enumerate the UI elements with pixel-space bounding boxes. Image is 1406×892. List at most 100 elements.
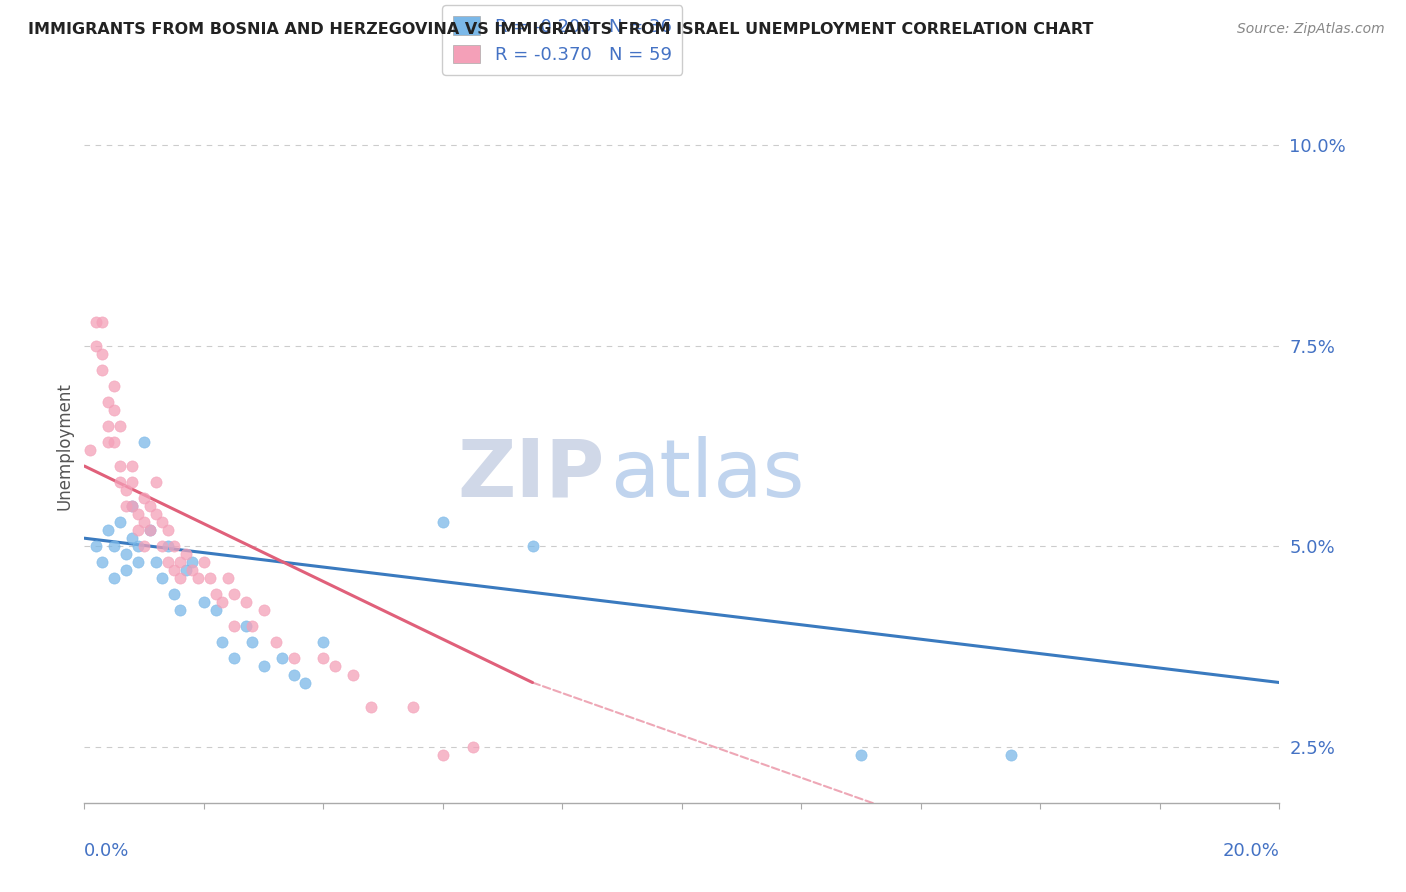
Text: ZIP: ZIP [457, 435, 605, 514]
Point [132, 515, 156, 529]
Point [193, 555, 215, 569]
Point [103, 379, 125, 393]
Point [235, 619, 257, 633]
Point [97, 523, 120, 537]
Point [283, 651, 305, 665]
Point [851, 747, 873, 762]
Point [270, 651, 292, 665]
Point [115, 483, 138, 497]
Point [193, 595, 215, 609]
Point [240, 619, 263, 633]
Point [211, 635, 233, 649]
Point [1000, 747, 1022, 762]
Point [181, 563, 204, 577]
Point [222, 619, 245, 633]
Point [432, 747, 454, 762]
Point [294, 675, 316, 690]
Point [103, 435, 125, 450]
Point [103, 403, 125, 417]
Point [312, 635, 335, 649]
Point [121, 499, 143, 513]
Point [198, 571, 221, 585]
Point [342, 667, 364, 681]
Point [97, 395, 120, 409]
Point [145, 555, 167, 569]
Point [121, 475, 143, 489]
Text: atlas: atlas [610, 435, 804, 514]
Point [127, 523, 149, 537]
Point [145, 475, 167, 489]
Y-axis label: Unemployment: Unemployment [55, 382, 73, 510]
Point [86, 539, 108, 553]
Point [157, 555, 180, 569]
Point [150, 539, 173, 553]
Point [110, 458, 132, 473]
Point [91, 555, 114, 569]
Point [163, 587, 186, 601]
Point [222, 587, 245, 601]
Point [127, 507, 149, 521]
Point [86, 315, 108, 329]
Point [461, 739, 484, 754]
Point [264, 635, 287, 649]
Point [181, 555, 204, 569]
Point [132, 435, 156, 450]
Point [402, 699, 425, 714]
Point [169, 571, 191, 585]
Point [110, 419, 132, 434]
Point [174, 563, 197, 577]
Point [110, 515, 132, 529]
Point [121, 531, 143, 545]
Point [205, 587, 228, 601]
Point [163, 539, 186, 553]
Point [127, 539, 149, 553]
Point [253, 659, 276, 673]
Point [283, 667, 305, 681]
Point [103, 571, 125, 585]
Point [163, 563, 186, 577]
Point [91, 315, 114, 329]
Point [115, 563, 138, 577]
Point [150, 515, 173, 529]
Point [312, 651, 335, 665]
Point [121, 499, 143, 513]
Point [103, 539, 125, 553]
Point [157, 523, 180, 537]
Text: Source: ZipAtlas.com: Source: ZipAtlas.com [1237, 22, 1385, 37]
Point [139, 523, 162, 537]
Point [145, 507, 167, 521]
Point [97, 435, 120, 450]
Point [211, 595, 233, 609]
Point [139, 499, 162, 513]
Point [432, 515, 454, 529]
Point [139, 523, 162, 537]
Point [115, 499, 138, 513]
Point [253, 603, 276, 617]
Text: 20.0%: 20.0% [1223, 842, 1279, 860]
Point [150, 571, 173, 585]
Point [127, 555, 149, 569]
Point [115, 547, 138, 561]
Point [79, 442, 101, 457]
Point [91, 347, 114, 361]
Point [235, 595, 257, 609]
Point [205, 603, 228, 617]
Point [522, 539, 544, 553]
Point [121, 458, 143, 473]
Point [187, 571, 209, 585]
Point [91, 363, 114, 377]
Point [217, 571, 239, 585]
Point [132, 491, 156, 505]
Point [325, 659, 347, 673]
Text: IMMIGRANTS FROM BOSNIA AND HERZEGOVINA VS IMMIGRANTS FROM ISRAEL UNEMPLOYMENT CO: IMMIGRANTS FROM BOSNIA AND HERZEGOVINA V… [28, 22, 1094, 37]
Point [360, 699, 382, 714]
Point [169, 555, 191, 569]
Point [132, 539, 156, 553]
Point [169, 603, 191, 617]
Point [157, 539, 180, 553]
Point [240, 635, 263, 649]
Point [86, 339, 108, 353]
Point [222, 651, 245, 665]
Legend: R = -0.203   N = 36, R = -0.370   N = 59: R = -0.203 N = 36, R = -0.370 N = 59 [443, 5, 682, 75]
Point [110, 475, 132, 489]
